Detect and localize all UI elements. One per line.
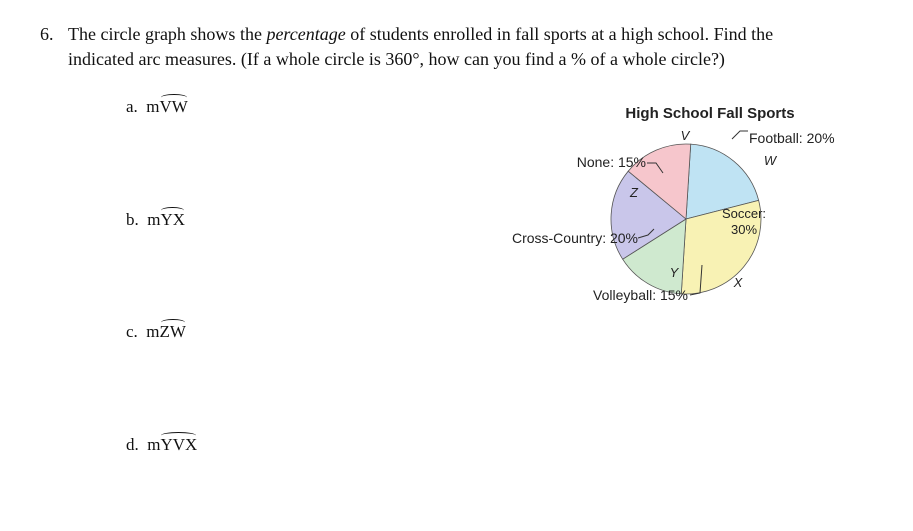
question-b: b. mYX: [126, 207, 186, 230]
volleyball-label: Volleyball: 15%: [593, 287, 688, 303]
measure-prefix: m: [147, 435, 161, 454]
chart-title: High School Fall Sports: [625, 105, 794, 122]
football-label: Football: 20%: [749, 130, 835, 146]
soccer-label-value: 30%: [731, 222, 757, 237]
arc-name: YX: [160, 207, 186, 229]
arc-name: YVX: [160, 432, 198, 454]
problem-line-1-end: of students enrolled in fall sports at a…: [345, 24, 774, 44]
football-leader-line: [731, 130, 748, 140]
point-label-x: X: [733, 275, 744, 290]
pie-slice-cross-country: [610, 170, 687, 260]
measure-prefix: m: [146, 97, 160, 116]
pie-slice-football: [685, 143, 760, 220]
question-d: d. mYVX: [126, 432, 198, 455]
problem-line-1: The circle graph shows the percentage of…: [68, 22, 773, 47]
pie-chart-figure: High School Fall Sports V W X Y Z Footba…: [512, 105, 835, 303]
measure-prefix: m: [146, 322, 160, 341]
pie-slice-none: [627, 143, 692, 220]
pie-slices: [610, 143, 762, 295]
arc-name: ZW: [159, 319, 186, 341]
problem-line-1-start: The circle graph shows the: [68, 24, 267, 44]
cross-country-label: Cross-Country: 20%: [512, 230, 638, 246]
question-letter: b.: [126, 210, 139, 229]
measure-prefix: m: [147, 210, 161, 229]
cross-country-leader-line: [637, 228, 655, 239]
question-letter: a.: [126, 97, 138, 116]
problem-emphasis: percentage: [266, 24, 346, 44]
point-label-y: Y: [670, 265, 680, 280]
point-label-z: Z: [629, 185, 639, 200]
question-letter: c.: [126, 322, 138, 341]
problem-number: 6.: [40, 24, 54, 44]
arc-name: VW: [159, 94, 188, 116]
problem-line-2: indicated arc measures. (If a whole circ…: [68, 49, 725, 69]
question-c: c. mZW: [126, 319, 186, 342]
point-label-v: V: [681, 128, 691, 143]
question-letter: d.: [126, 435, 139, 454]
point-label-w: W: [764, 153, 778, 168]
none-label: None: 15%: [577, 154, 646, 170]
soccer-label-name: Soccer:: [722, 206, 766, 221]
volleyball-leader-line: [689, 264, 703, 296]
pie-slice-volleyball: [622, 218, 687, 295]
question-a: a. mVW: [126, 94, 188, 117]
none-leader-line: [647, 162, 664, 174]
